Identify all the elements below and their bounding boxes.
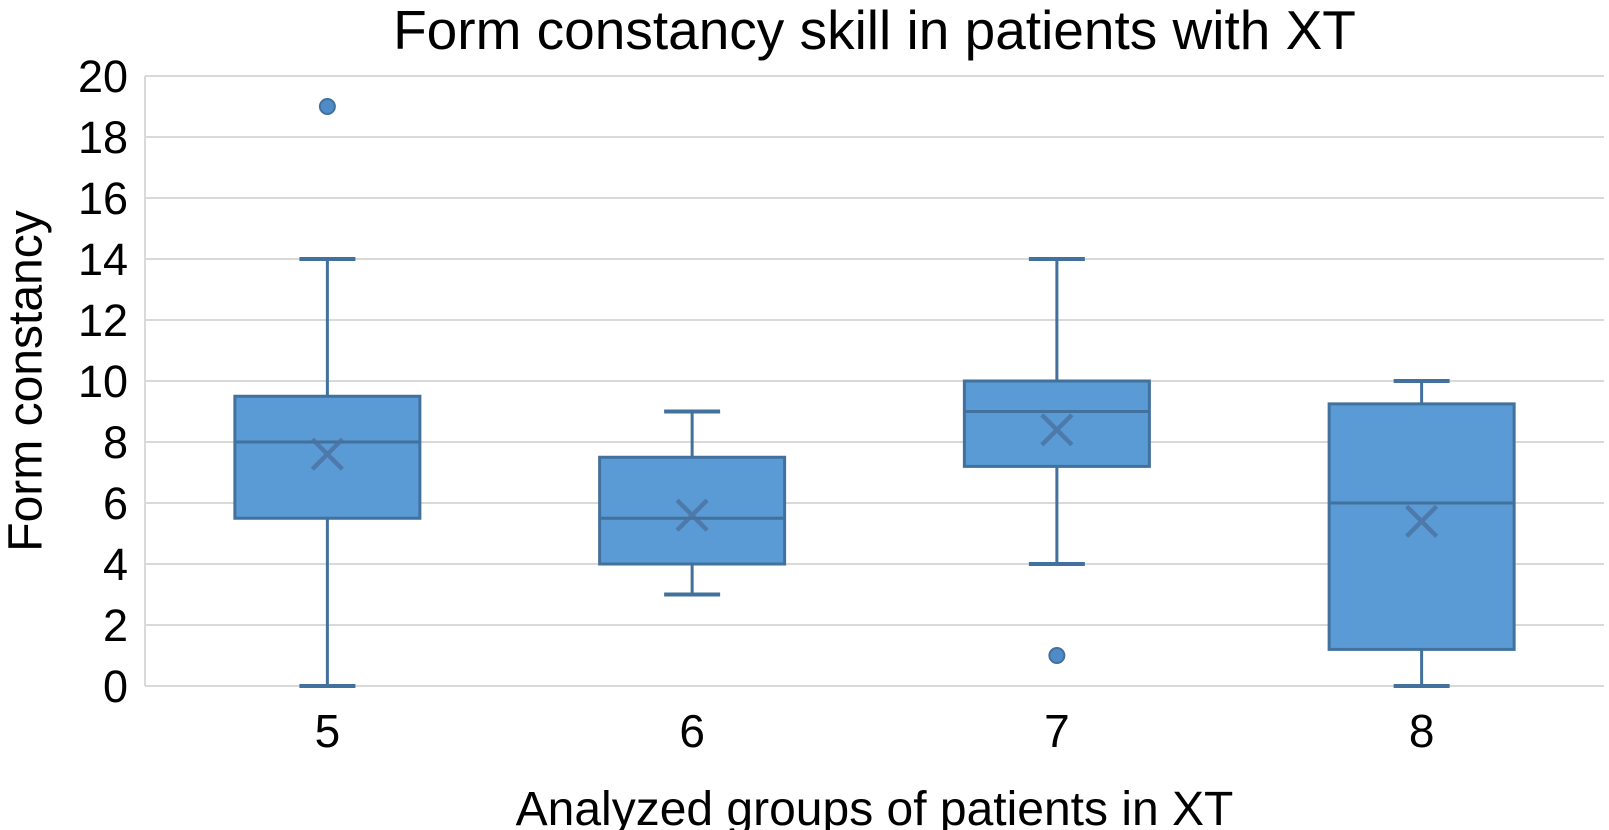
box-group-8 xyxy=(1327,402,1516,651)
y-tick-label-12: 12 xyxy=(78,295,128,346)
x-tick-label-8: 8 xyxy=(1409,705,1435,757)
outlier-group-7-0 xyxy=(1048,647,1066,664)
mean-marker-group-6 xyxy=(675,498,709,532)
y-tick-label-20: 20 xyxy=(78,51,128,102)
mean-marker-group-5 xyxy=(310,437,344,471)
x-tick-label-6: 6 xyxy=(679,705,705,757)
y-tick-label-8: 8 xyxy=(103,417,128,468)
mean-marker-group-8 xyxy=(1405,504,1439,538)
chart-title: Form constancy skill in patients with XT xyxy=(393,0,1356,61)
y-tick-label-14: 14 xyxy=(78,234,128,285)
x-tick-label-7: 7 xyxy=(1044,705,1070,757)
x-axis-title: Analyzed groups of patients in XT xyxy=(515,783,1234,830)
outlier-group-5-0 xyxy=(318,98,336,115)
mean-marker-group-7 xyxy=(1040,413,1074,447)
y-tick-label-10: 10 xyxy=(78,356,128,407)
y-tick-label-0: 0 xyxy=(103,661,128,712)
y-tick-label-6: 6 xyxy=(103,478,128,529)
y-tick-label-18: 18 xyxy=(78,112,128,163)
y-tick-label-4: 4 xyxy=(103,539,128,590)
y-tick-label-2: 2 xyxy=(103,600,128,651)
box-group-7 xyxy=(962,379,1151,468)
box-group-6 xyxy=(598,455,787,566)
x-tick-label-5: 5 xyxy=(315,705,341,757)
y-tick-label-16: 16 xyxy=(78,173,128,224)
